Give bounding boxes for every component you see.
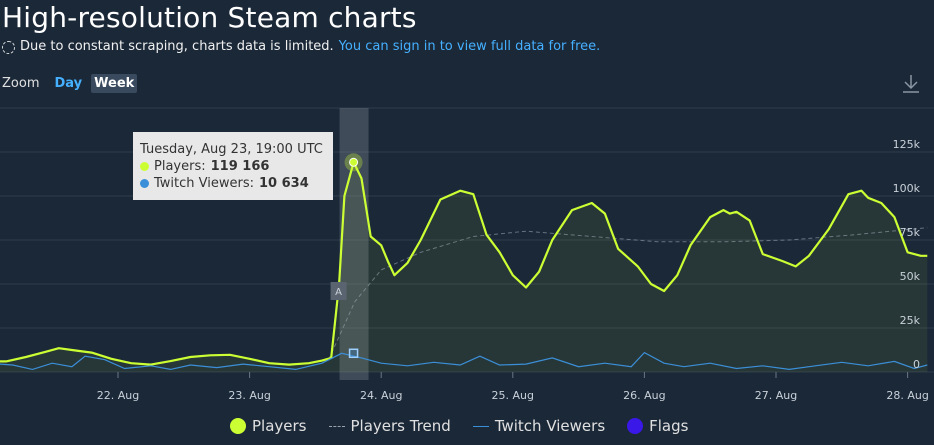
players-legend-icon xyxy=(230,418,246,434)
x-tick-label: 23. Aug xyxy=(228,389,270,402)
y-tick-label: 75k xyxy=(900,226,921,239)
y-tick-label: 25k xyxy=(900,314,921,327)
legend-flags[interactable]: Flags xyxy=(627,417,688,435)
legend-twitch-label: Twitch Viewers xyxy=(494,417,606,435)
legend-twitch-viewers[interactable]: Twitch Viewers xyxy=(472,417,606,435)
x-tick-label: 26. Aug xyxy=(623,389,665,402)
tooltip-twitch-row: Twitch Viewers: 10 634 xyxy=(140,175,326,192)
twitch-legend-icon xyxy=(472,425,489,427)
x-tick-label: 22. Aug xyxy=(97,389,139,402)
chart-tooltip: Tuesday, Aug 23, 19:00 UTC Players: 119 … xyxy=(133,132,333,200)
twitch-viewers-line xyxy=(0,351,928,371)
tooltip-players-row: Players: 119 166 xyxy=(140,158,326,175)
zoom-week-button[interactable]: Week xyxy=(91,74,138,93)
highlight-band xyxy=(339,108,369,380)
tooltip-twitch-label: Twitch Viewers: xyxy=(154,176,254,191)
players-line xyxy=(0,161,928,366)
y-tick-label: 100k xyxy=(893,182,921,195)
tooltip-twitch-value: 10 634 xyxy=(259,176,309,191)
flag-label: A xyxy=(335,287,342,298)
y-tick-label: 125k xyxy=(893,138,921,151)
players-trend-line xyxy=(328,227,928,360)
tooltip-players-value: 119 166 xyxy=(210,159,270,174)
sign-in-link[interactable]: You can sign in to view full data for fr… xyxy=(338,39,601,54)
tooltip-players-label: Players: xyxy=(154,159,206,174)
zoom-controls: Zoom Day Week xyxy=(2,74,138,93)
zoom-label: Zoom xyxy=(2,76,40,91)
loading-circle-icon xyxy=(2,40,15,54)
legend-players-label: Players xyxy=(252,417,307,435)
zoom-day-button[interactable]: Day xyxy=(54,76,83,91)
x-tick-label: 27. Aug xyxy=(755,389,797,402)
y-tick-label: 50k xyxy=(900,270,921,283)
x-tick-label: 28. Aug xyxy=(886,389,928,402)
x-tick-label: 24. Aug xyxy=(360,389,402,402)
notice-text: Due to constant scraping, charts data is… xyxy=(20,39,334,54)
players-marker xyxy=(349,157,359,167)
flag-marker xyxy=(330,282,347,300)
legend-players[interactable]: Players xyxy=(230,417,307,435)
legend-flags-label: Flags xyxy=(649,417,689,435)
trend-legend-icon xyxy=(328,425,345,427)
y-tick-label: 0 xyxy=(913,358,920,371)
legend-trend-label: Players Trend xyxy=(350,417,451,435)
twitch-dot-icon xyxy=(140,179,149,188)
download-icon[interactable] xyxy=(902,74,920,94)
tooltip-date: Tuesday, Aug 23, 19:00 UTC xyxy=(140,142,323,157)
players-dot-icon xyxy=(140,162,149,171)
twitch-marker xyxy=(348,348,359,359)
x-tick-label: 25. Aug xyxy=(492,389,534,402)
data-limit-notice: Due to constant scraping, charts data is… xyxy=(2,38,600,56)
legend-players-trend[interactable]: Players Trend xyxy=(328,417,451,435)
chart-legend: Players Players Trend Twitch Viewers Fla… xyxy=(230,417,688,435)
page-title: High-resolution Steam charts xyxy=(2,1,417,34)
players-area xyxy=(0,162,928,372)
flags-legend-icon xyxy=(627,418,644,434)
